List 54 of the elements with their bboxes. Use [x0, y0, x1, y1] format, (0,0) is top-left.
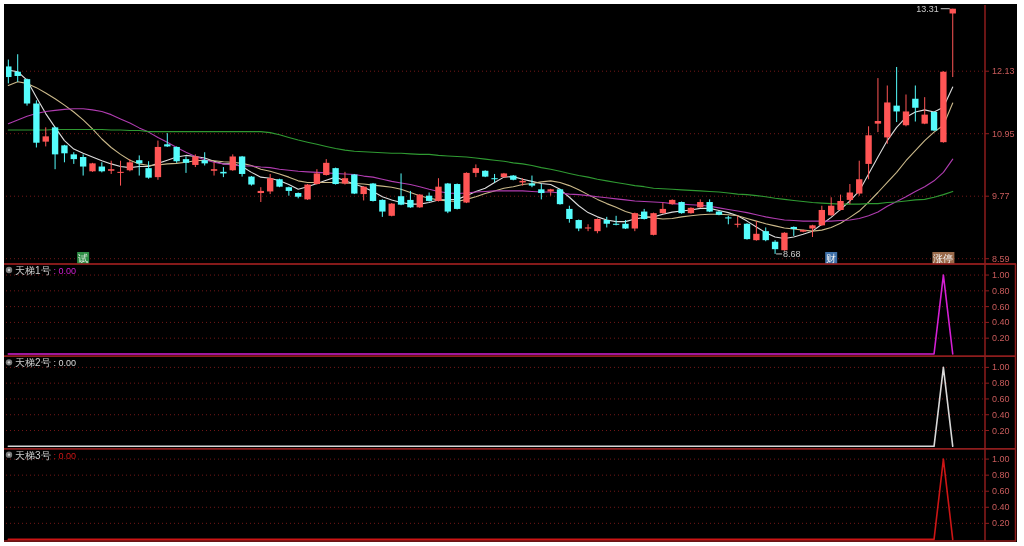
annotation: : 0.00 — [53, 450, 77, 461]
y-tick-label: 0.60 — [992, 393, 1010, 404]
chart-title: 天梯2号 — [15, 357, 51, 369]
candlestick — [818, 205, 826, 227]
candlestick — [435, 177, 442, 202]
candlestick — [893, 66, 900, 123]
x-tick-label: 涨停 — [933, 253, 954, 264]
annotation: 8.68 — [783, 248, 801, 259]
y-tick-label: 10.95 — [992, 128, 1015, 139]
candlestick — [584, 223, 592, 232]
candlestick — [874, 77, 882, 133]
y-tick-label: 0.80 — [992, 470, 1010, 481]
y-tick-label: 0.40 — [992, 409, 1010, 420]
y-tick-label: 1.00 — [992, 270, 1010, 281]
candlestick — [472, 163, 480, 178]
candlestick — [182, 155, 190, 174]
y-tick-label: 1.00 — [992, 362, 1010, 373]
y-tick-label: 0.40 — [992, 317, 1010, 328]
annotation: 13.31 — [916, 3, 939, 14]
candlestick — [846, 183, 854, 205]
candlestick — [902, 94, 910, 127]
y-tick-label: 0.20 — [992, 425, 1010, 436]
x-tick-label: 试 — [78, 253, 89, 264]
annotation: : 0.00 — [53, 266, 77, 276]
candlestick — [136, 154, 143, 177]
candlestick — [117, 160, 124, 187]
y-tick-label: 0.80 — [992, 285, 1010, 296]
candlestick — [921, 96, 928, 125]
candlestick — [285, 186, 293, 197]
candlestick — [397, 172, 405, 206]
y-tick-label: 1.00 — [992, 454, 1010, 465]
candlestick — [210, 161, 218, 177]
y-tick-label: 0.80 — [992, 378, 1010, 389]
y-tick-label: 0.60 — [992, 486, 1010, 497]
y-tick-label: 9.77 — [992, 191, 1010, 202]
chart-title: 天梯1号 — [15, 265, 51, 276]
candlestick — [781, 231, 788, 252]
annotation: : 0.00 — [53, 358, 77, 369]
y-tick-label: 0.60 — [992, 301, 1010, 312]
y-tick-label: 12.13 — [992, 66, 1015, 77]
candlestick — [79, 153, 87, 177]
y-tick-label: 0.20 — [992, 518, 1010, 529]
x-tick-label: 财 — [826, 253, 837, 264]
candlestick — [912, 85, 919, 123]
y-tick-label: 8.59 — [992, 253, 1010, 264]
candlestick — [856, 160, 863, 197]
candlestick — [42, 126, 49, 147]
y-tick-label: 0.20 — [992, 333, 1010, 344]
y-tick-label: 0.40 — [992, 502, 1010, 513]
candlestick — [753, 220, 760, 242]
candlestick — [266, 173, 274, 195]
candlestick — [6, 59, 12, 84]
chart-title: 天梯3号 — [15, 449, 51, 461]
candlestick — [528, 175, 536, 188]
